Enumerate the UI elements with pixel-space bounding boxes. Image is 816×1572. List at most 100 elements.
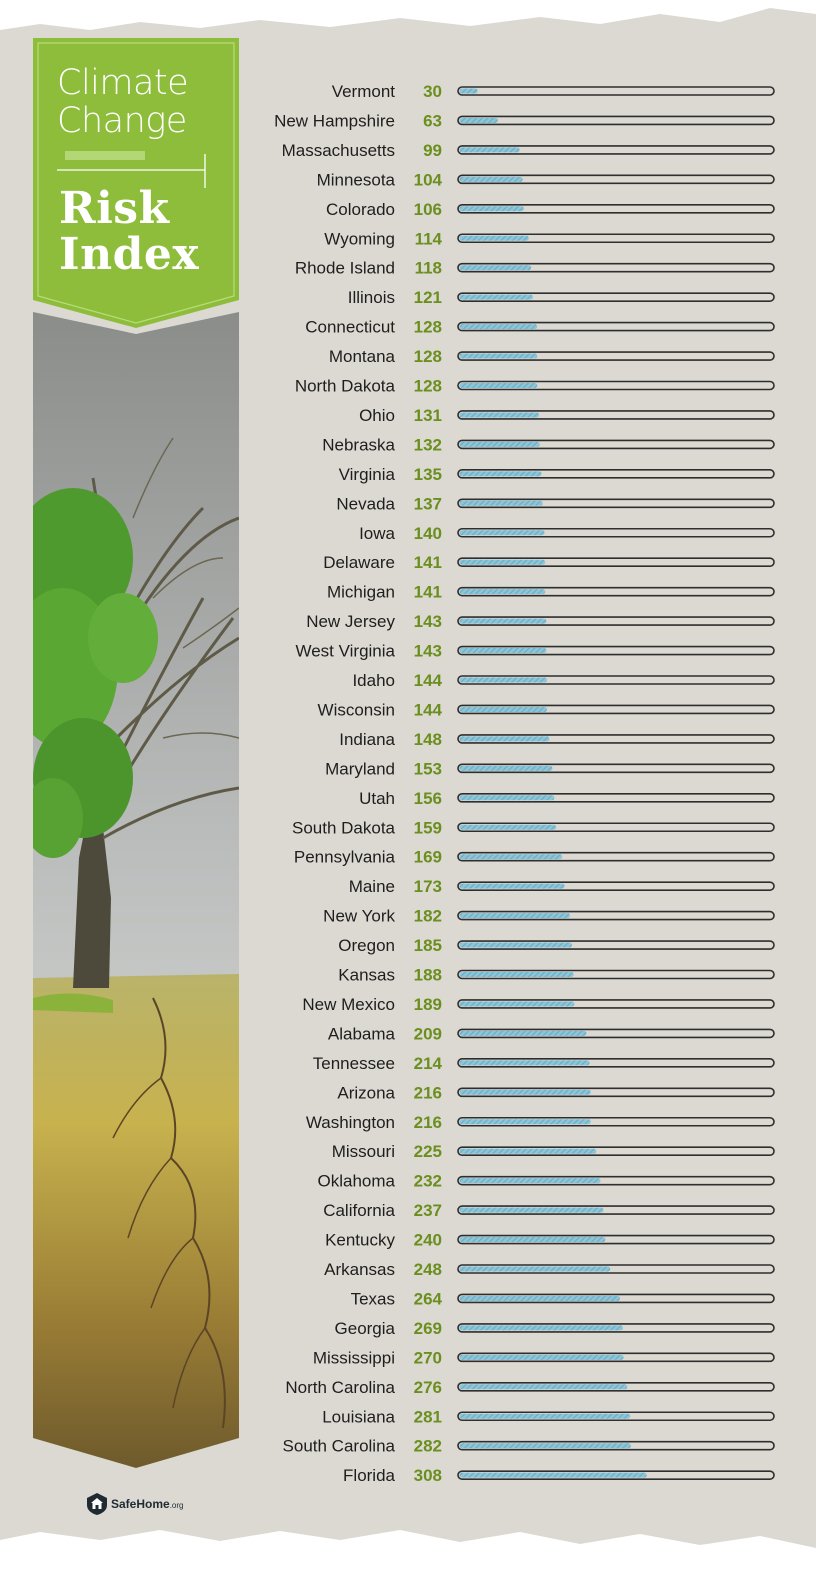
bar — [459, 1237, 606, 1243]
category-label: Iowa — [359, 524, 395, 543]
bar-track — [457, 380, 775, 391]
bar-track — [457, 763, 775, 774]
value-label: 225 — [414, 1142, 442, 1161]
value-label: 264 — [414, 1289, 443, 1308]
category-label: Montana — [329, 347, 396, 366]
bar — [459, 1295, 620, 1301]
category-label: Louisiana — [322, 1407, 395, 1426]
bar-track — [457, 616, 775, 626]
safehome-logo[interactable]: SafeHome .org — [86, 1490, 183, 1518]
bar-row: North Carolina 276 — [285, 1378, 775, 1397]
bar-track — [457, 645, 775, 656]
bar-track — [457, 1470, 775, 1480]
bar-track — [457, 1323, 775, 1333]
bar — [459, 1030, 587, 1036]
bar-track — [457, 1205, 775, 1215]
bar-track — [457, 1234, 775, 1245]
value-label: 140 — [414, 524, 442, 543]
bar — [459, 1472, 647, 1478]
value-label: 144 — [414, 700, 443, 719]
bar-track — [457, 1175, 775, 1186]
bar-track — [457, 1146, 775, 1156]
bar-row: Kentucky 240 — [325, 1231, 775, 1250]
bar-track — [457, 704, 775, 715]
value-label: 30 — [423, 82, 442, 101]
bar-track — [457, 469, 775, 479]
bar-row: Kansas 188 — [338, 966, 775, 985]
bar-row: Texas 264 — [351, 1289, 775, 1308]
value-label: 214 — [414, 1054, 443, 1073]
bar — [459, 1413, 631, 1419]
bar-track — [457, 292, 775, 302]
bar — [459, 677, 548, 683]
bar — [459, 1443, 631, 1449]
bar — [459, 1119, 591, 1125]
category-label: Massachusetts — [282, 141, 395, 160]
value-label: 106 — [414, 200, 442, 219]
bar — [459, 265, 532, 271]
category-label: New Hampshire — [274, 111, 395, 130]
bar-row: Colorado 106 — [326, 200, 775, 219]
value-label: 132 — [414, 435, 442, 454]
bar — [459, 736, 550, 742]
value-label: 173 — [414, 877, 442, 896]
bar — [459, 176, 523, 182]
bar-track — [457, 174, 775, 185]
bar — [459, 1148, 597, 1154]
bar-row: Mississippi 270 — [313, 1348, 775, 1367]
value-label: 63 — [423, 111, 442, 130]
value-label: 128 — [414, 318, 442, 337]
bar-row: New Mexico 189 — [302, 995, 775, 1014]
category-label: Nebraska — [322, 435, 395, 454]
bar-track — [457, 881, 775, 891]
bar-track — [457, 586, 775, 597]
bar — [459, 294, 534, 300]
title-change: Change — [57, 101, 187, 141]
category-label: California — [323, 1201, 395, 1220]
bar-row: South Dakota 159 — [292, 818, 775, 837]
category-label: South Dakota — [292, 818, 396, 837]
bar-track — [457, 1264, 775, 1274]
value-label: 99 — [423, 141, 442, 160]
category-label: Connecticut — [305, 318, 395, 337]
category-label: Arkansas — [324, 1260, 395, 1279]
bar — [459, 1384, 628, 1390]
category-label: Kentucky — [325, 1231, 395, 1250]
bar-row: Idaho 144 — [352, 671, 775, 690]
bar-row: Louisiana 281 — [322, 1407, 775, 1426]
bar-row: Ohio 131 — [359, 406, 775, 425]
bar-track — [457, 734, 775, 744]
value-label: 137 — [414, 494, 442, 513]
category-label: Minnesota — [317, 170, 396, 189]
bar-row: Illinois 121 — [348, 288, 775, 307]
category-label: Idaho — [352, 671, 395, 690]
category-label: Pennsylvania — [294, 848, 396, 867]
bar-track — [457, 1411, 775, 1422]
bar-track — [457, 1028, 775, 1039]
value-label: 104 — [414, 170, 443, 189]
bar-track — [457, 940, 775, 950]
house-shield-icon — [87, 1493, 107, 1515]
bar-track — [457, 145, 775, 155]
bar — [459, 471, 542, 477]
bar-row: Nebraska 132 — [322, 435, 775, 454]
category-label: Delaware — [323, 553, 395, 572]
bar-row: Vermont 30 — [332, 82, 775, 101]
bar-track — [457, 86, 775, 96]
logo-name: SafeHome — [111, 1497, 170, 1511]
bar — [459, 206, 524, 212]
bar-row: West Virginia 143 — [295, 642, 775, 661]
bar-row: New York 182 — [323, 907, 775, 926]
value-label: 118 — [415, 259, 442, 278]
bar-row: Maryland 153 — [325, 759, 775, 778]
value-label: 232 — [414, 1172, 442, 1191]
category-label: Rhode Island — [295, 259, 395, 278]
category-label: New Jersey — [306, 612, 395, 631]
category-label: Kansas — [338, 966, 395, 985]
bar-track — [457, 1440, 775, 1451]
bar-row: Oregon 185 — [338, 936, 775, 955]
category-label: North Dakota — [295, 377, 396, 396]
bar-row: New Jersey 143 — [306, 612, 775, 631]
